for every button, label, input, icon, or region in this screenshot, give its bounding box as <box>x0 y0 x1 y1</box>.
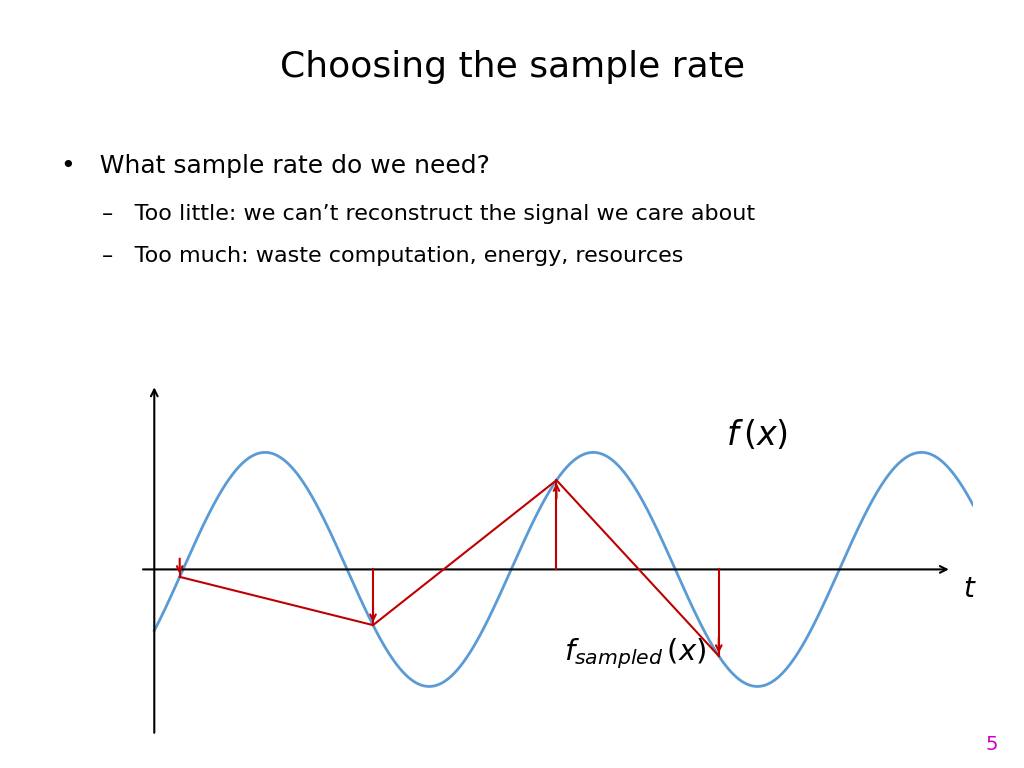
Text: •   What sample rate do we need?: • What sample rate do we need? <box>61 154 490 177</box>
Text: $f\,(x)$: $f\,(x)$ <box>726 418 787 452</box>
Text: Choosing the sample rate: Choosing the sample rate <box>280 50 744 84</box>
Text: $f_{sampled}\,(x)$: $f_{sampled}\,(x)$ <box>563 637 706 671</box>
Text: –   Too much: waste computation, energy, resources: – Too much: waste computation, energy, r… <box>102 246 684 266</box>
Text: –   Too little: we can’t reconstruct the signal we care about: – Too little: we can’t reconstruct the s… <box>102 204 756 223</box>
Text: $t$: $t$ <box>963 577 977 604</box>
Text: 5: 5 <box>986 735 998 754</box>
